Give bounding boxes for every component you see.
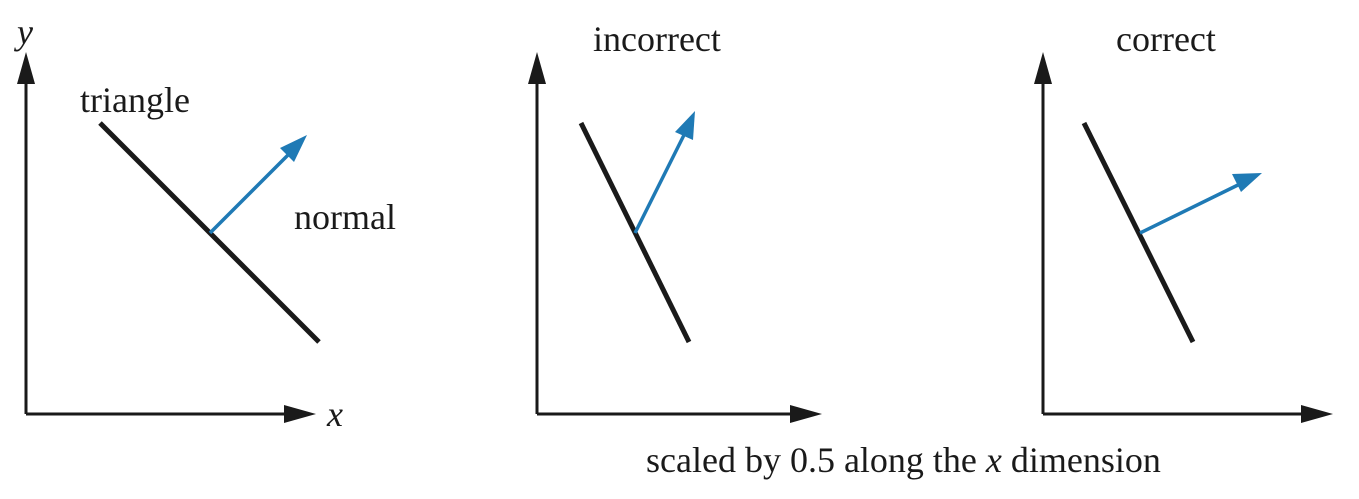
x-axis-arrowhead (790, 405, 822, 423)
panel-original: y x triangle normal (14, 12, 396, 434)
normal-vector (633, 132, 687, 234)
normal-arrowhead (280, 135, 307, 162)
y-axis-arrowhead (17, 52, 35, 84)
y-axis-label: y (14, 12, 33, 52)
normal-label: normal (294, 197, 396, 237)
triangle-edge (1081, 121, 1196, 344)
y-axis-arrowhead (1034, 52, 1052, 84)
x-axis-arrowhead (1301, 405, 1333, 423)
caption-suffix: dimension (1002, 440, 1161, 480)
caption-variable: x (985, 440, 1002, 480)
y-axis-arrowhead (528, 52, 546, 84)
normal-arrowhead (675, 111, 695, 140)
panel-title-incorrect: incorrect (593, 19, 721, 59)
panel-title-correct: correct (1116, 19, 1216, 59)
normal-vector (208, 151, 292, 235)
x-axis-label: x (326, 394, 343, 434)
x-axis-arrowhead (284, 405, 316, 423)
normal-vector (1139, 182, 1241, 235)
panel-incorrect: incorrect (528, 19, 822, 423)
panel-correct: correct (1034, 19, 1333, 423)
triangle-label: triangle (80, 80, 190, 120)
caption-prefix: scaled by 0.5 along the (646, 440, 986, 480)
normal-arrowhead (1232, 173, 1262, 192)
caption: scaled by 0.5 along the x dimension (646, 440, 1161, 480)
